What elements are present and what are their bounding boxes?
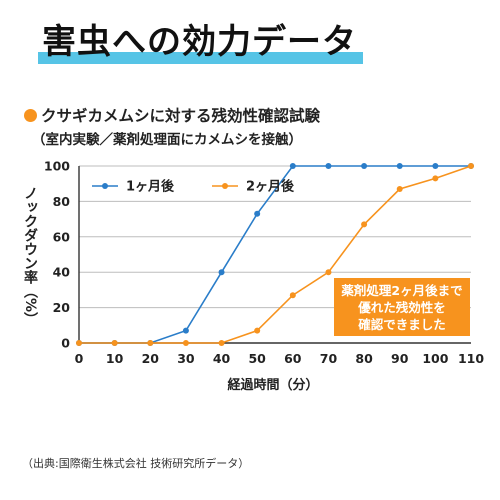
note-line: 確認できました [358,317,446,332]
y-axis-label: ノックダウン率（%） [22,186,38,327]
data-point [111,340,118,346]
x-tick-label: 70 [320,351,338,366]
title-accent-band [38,52,363,64]
source-credit: （出典:国際衛生株式会社 技術研究所データ） [22,457,250,470]
legend-label: 2ヶ月後 [246,179,295,195]
x-tick-label: 90 [391,351,409,366]
page-title: 害虫への効力データ [42,22,357,62]
y-tick-label: 100 [44,159,70,174]
legend-swatch-marker [222,183,228,189]
chart-subtitle: （室内実験／薬剤処理面にカメムシを接触） [32,132,302,148]
data-point [432,163,439,169]
data-point [468,163,474,169]
x-tick-label: 60 [284,351,302,366]
y-tick-label: 20 [53,300,71,315]
x-tick-label: 0 [75,351,84,366]
data-point [289,292,296,299]
data-point [396,163,403,169]
x-tick-label: 40 [213,351,231,366]
legend-label: 1ヶ月後 [126,179,175,195]
note-callout: 薬剤処理2ヶ月後まで 優れた残効性を 確認できました [334,278,470,336]
data-point [182,327,189,334]
data-point [254,210,261,217]
data-point [218,269,225,276]
note-line: 薬剤処理2ヶ月後まで [341,283,463,298]
chart-heading: クサギカメムシに対する残効性確認試験 [24,104,320,126]
x-tick-label: 50 [248,351,266,366]
data-point [218,340,225,346]
series-line-2 [79,165,472,344]
note-line: 優れた残効性を [358,300,446,315]
y-tick-label: 60 [53,229,71,244]
legend-swatch-marker [102,183,108,189]
y-tick-label: 80 [53,194,71,209]
data-point [432,175,439,182]
data-point [396,186,403,193]
bullet-dot-icon [24,108,37,122]
data-point [147,340,154,346]
x-tick-label: 100 [422,351,448,366]
data-point [325,269,332,276]
x-tick-label: 110 [458,351,484,366]
y-tick-label: 0 [61,336,70,351]
data-point [254,327,261,334]
data-point [182,340,189,346]
y-tick-label: 40 [53,265,71,280]
x-tick-label: 10 [106,351,124,366]
data-point [76,340,82,346]
x-tick-label: 20 [142,351,160,366]
x-tick-label: 80 [355,351,373,366]
x-tick-label: 30 [177,351,195,366]
x-axis-label: 経過時間（分） [227,377,318,393]
data-point [325,163,332,169]
data-point [361,163,368,169]
data-point [361,221,368,228]
chart-title: クサギカメムシに対する残効性確認試験 [41,107,321,125]
data-point [289,163,296,169]
